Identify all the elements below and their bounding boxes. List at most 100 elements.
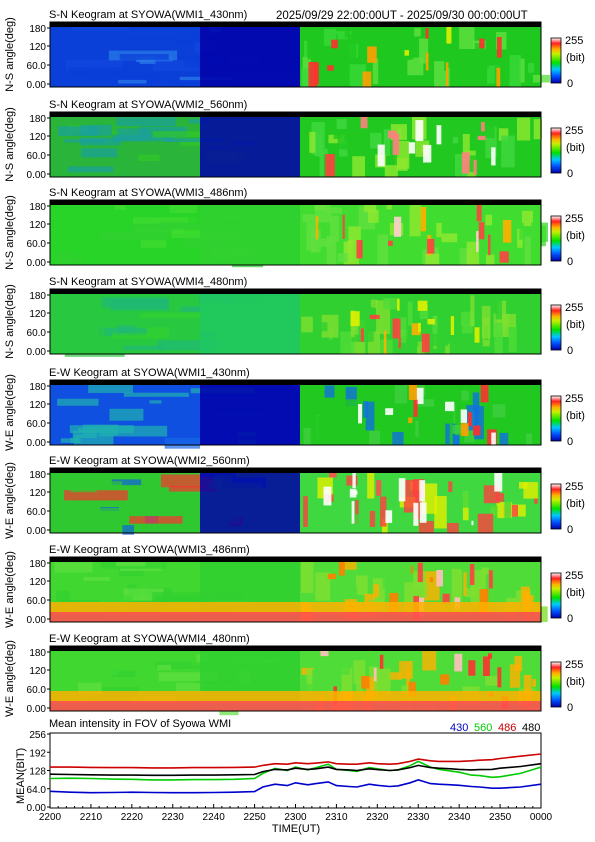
colorbar — [550, 572, 562, 619]
y-tick-label: 64.0 — [27, 785, 47, 796]
panel-title: E-W Keogram at SYOWA(WMI2_560nm) — [49, 455, 250, 467]
colorbar-min: 0 — [567, 613, 573, 625]
y-axis-label: W-E angle(deg) — [4, 462, 16, 539]
x-tick-label: 2250 — [243, 812, 266, 823]
x-tick-label: 2210 — [80, 812, 103, 823]
y-tick-label: 180 — [29, 648, 46, 659]
colorbar-max: 255 — [565, 35, 583, 47]
colorbar-max: 255 — [565, 213, 583, 225]
keogram-panel: S-N Keogram at SYOWA(WMI3_486nm)180 120 60… — [4, 187, 585, 270]
keogram-panel: S-N Keogram at SYOWA(WMI4_480nm)180 120 60… — [4, 276, 585, 359]
x-tick-label: 0000 — [530, 812, 553, 823]
keogram-image — [50, 22, 550, 87]
colorbar — [550, 395, 562, 442]
legend-430: 430 — [450, 722, 468, 734]
colorbar-unit: (bit) — [566, 498, 585, 510]
colorbar-unit: (bit) — [566, 587, 585, 599]
x-tick-label: 2330 — [407, 812, 430, 823]
colorbar-min: 0 — [567, 78, 573, 90]
chart-frame — [49, 732, 542, 809]
y-tick-label: 192 — [29, 748, 46, 759]
panel-frame — [49, 199, 542, 266]
colorbar — [550, 215, 562, 262]
colorbar — [550, 127, 562, 174]
panel-title: S-N Keogram at SYOWA(WMI2_560nm) — [49, 99, 247, 111]
panel-title: S-N Keogram at SYOWA(WMI1_430nm) — [49, 9, 247, 21]
colorbar — [550, 37, 562, 84]
y-tick-label: 180 — [29, 382, 46, 393]
y-tick-label: 60.0 — [27, 685, 47, 696]
colorbar-unit: (bit) — [566, 230, 585, 242]
y-tick-label: 180 — [29, 559, 46, 570]
y-tick-label: 120 — [29, 400, 46, 411]
colorbar-min: 0 — [567, 436, 573, 448]
y-tick-label: 60.0 — [27, 328, 47, 339]
time-range: 2025/09/29 22:00:00UT - 2025/09/30 00:00… — [276, 10, 528, 22]
colorbar-max: 255 — [565, 659, 583, 671]
keogram-panel: E-W Keogram at SYOWA(WMI3_486nm)180 120 60… — [4, 544, 585, 628]
colorbar-max: 255 — [565, 481, 583, 493]
y-tick-label: 256 — [29, 730, 46, 741]
panel-title: E-W Keogram at SYOWA(WMI3_486nm) — [49, 544, 250, 556]
keogram-image — [50, 380, 541, 449]
y-tick-label: 120 — [29, 488, 46, 499]
y-tick-label: 60.0 — [27, 151, 47, 162]
y-tick-label: 120 — [29, 220, 46, 231]
y-tick-label: 180 — [29, 470, 46, 481]
y-tick-label: 0.00 — [27, 258, 47, 269]
y-tick-label: 0.00 — [27, 80, 47, 91]
y-axis-label: W-E angle(deg) — [4, 551, 16, 628]
colorbar-unit: (bit) — [566, 410, 585, 422]
colorbar — [550, 483, 562, 530]
colorbar-unit: (bit) — [566, 319, 585, 331]
x-tick-label: 2320 — [366, 812, 389, 823]
x-tick-label: 2230 — [162, 812, 185, 823]
x-tick-label: 2200 — [39, 812, 62, 823]
y-axis-label: W-E angle(deg) — [4, 374, 16, 451]
colorbar-min: 0 — [567, 524, 573, 536]
colorbar-max: 255 — [565, 570, 583, 582]
y-tick-label: 120 — [29, 577, 46, 588]
keogram-image — [50, 112, 543, 177]
y-tick-label: 120 — [29, 309, 46, 320]
x-tick-label: 2310 — [325, 812, 348, 823]
colorbar-min: 0 — [567, 168, 573, 180]
series-line-480 — [49, 762, 542, 777]
panel-title: E-W Keogram at SYOWA(WMI1_430nm) — [49, 367, 250, 379]
y-axis-label: N-S angle(deg) — [4, 17, 16, 92]
colorbar-max: 255 — [565, 393, 583, 405]
x-tick-label: 2240 — [203, 812, 226, 823]
keogram-panel: E-W Keogram at SYOWA(WMI4_480nm)180 120 60… — [4, 633, 585, 717]
colorbar-min: 0 — [567, 345, 573, 357]
x-tick-label: 2220 — [121, 812, 144, 823]
chart-ylabel: MEAN(BIT) — [15, 748, 27, 804]
y-tick-label: 180 — [29, 24, 46, 35]
y-tick-label: 180 — [29, 114, 46, 125]
y-tick-label: 0.00 — [27, 803, 47, 814]
x-tick-label: 2340 — [448, 812, 471, 823]
legend-560: 560 — [474, 722, 492, 734]
colorbar-unit: (bit) — [566, 52, 585, 64]
series-line-430 — [49, 779, 542, 794]
legend: 430 560 486 480 — [450, 722, 540, 734]
panel-frame — [49, 288, 542, 355]
panel-frame — [49, 379, 542, 446]
x-tick-label: 2300 — [284, 812, 307, 823]
y-tick-label: 128 — [29, 767, 46, 778]
keogram-panel: S-N Keogram at SYOWA(WMI2_560nm)180 120 60… — [4, 99, 585, 182]
keogram-panel: E-W Keogram at SYOWA(WMI2_560nm)180 120 60… — [4, 455, 585, 539]
y-axis-label: N-S angle(deg) — [4, 107, 16, 182]
y-tick-label: 180 — [29, 202, 46, 213]
panel-frame — [49, 467, 542, 534]
panel-frame — [49, 111, 542, 178]
panel-frame — [49, 21, 542, 88]
y-tick-label: 60.0 — [27, 239, 47, 250]
legend-480: 480 — [522, 722, 540, 734]
keogram-image — [50, 200, 548, 268]
keogram-panel: E-W Keogram at SYOWA(WMI1_430nm)180 120 60… — [4, 367, 585, 451]
keogram-image — [50, 646, 541, 716]
y-tick-label: 120 — [29, 42, 46, 53]
panel-title: E-W Keogram at SYOWA(WMI4_480nm) — [49, 633, 250, 645]
colorbar — [550, 661, 562, 708]
